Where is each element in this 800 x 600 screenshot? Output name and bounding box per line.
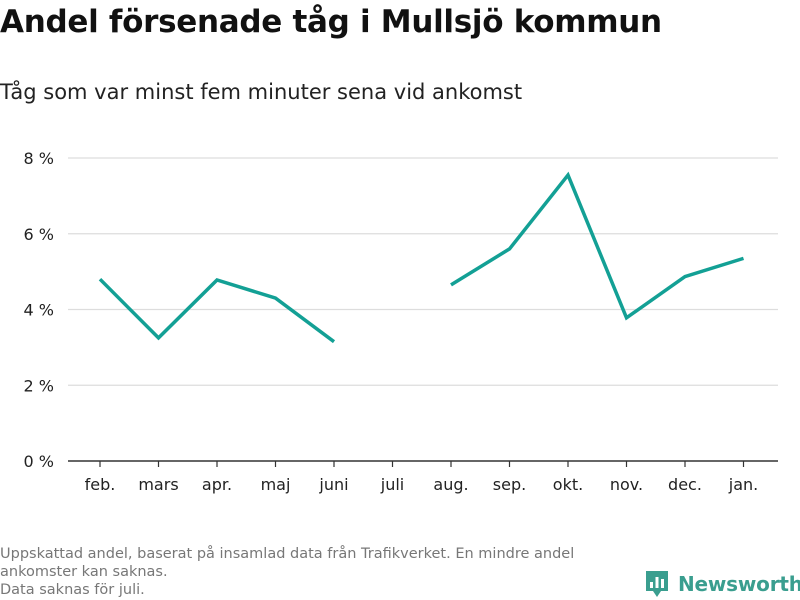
footnote-line-3: Data saknas för juli. <box>0 582 145 598</box>
x-tick-label: mars <box>138 475 178 494</box>
x-tick-label: apr. <box>202 475 232 494</box>
chart-subtitle: Tåg som var minst fem minuter sena vid a… <box>0 80 523 104</box>
footnote: Uppskattad andel, baserat på insamlad da… <box>0 545 640 599</box>
x-tick-label: dec. <box>668 475 702 494</box>
newsworthy-logo-icon <box>646 571 668 597</box>
series-line-segment <box>450 171 745 321</box>
brand-name: Newsworthy <box>678 572 800 596</box>
y-tick-label: 6 % <box>24 225 54 244</box>
line-chart: 0 % 2 % 4 % 6 % 8 % feb. mars apr. maj juni juli a… <box>24 149 778 494</box>
x-tick-label: maj <box>261 475 291 494</box>
x-axis-ticks: feb. mars apr. maj juni juli aug. sep. okt. nov. d… <box>85 461 758 494</box>
x-tick-label: feb. <box>85 475 116 494</box>
series-line-segment <box>98 277 336 344</box>
y-tick-label: 4 % <box>24 301 54 320</box>
footnote-line-2: ankomster kan saknas. <box>0 564 168 580</box>
x-tick-label: jan. <box>728 475 758 494</box>
x-tick-label: okt. <box>553 475 583 494</box>
x-tick-label: sep. <box>493 475 526 494</box>
x-tick-label: juli <box>380 475 404 494</box>
y-tick-label: 0 % <box>24 452 54 471</box>
brand-logo: Newsworthy <box>644 569 800 599</box>
y-tick-label: 8 % <box>24 149 54 168</box>
x-tick-label: nov. <box>610 475 643 494</box>
series-lines <box>98 171 745 344</box>
chart-title: Andel försenade tåg i Mullsjö kommun <box>0 4 662 40</box>
x-tick-label: juni <box>318 475 348 494</box>
gridlines <box>68 157 778 462</box>
footnote-line-1: Uppskattad andel, baserat på insamlad da… <box>0 546 575 562</box>
y-tick-label: 2 % <box>24 376 54 395</box>
x-tick-label: aug. <box>433 475 468 494</box>
y-axis-ticks: 0 % 2 % 4 % 6 % 8 % <box>24 149 54 471</box>
